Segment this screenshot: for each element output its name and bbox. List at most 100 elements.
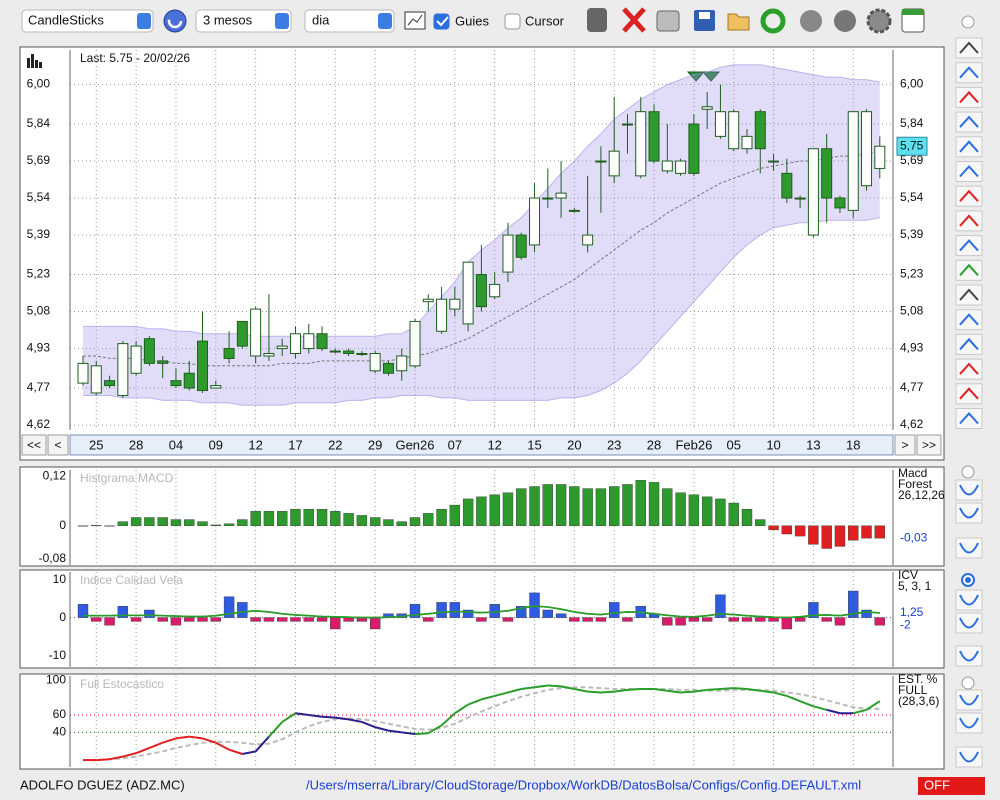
settings-icon[interactable] <box>866 8 892 34</box>
nav-prev-button[interactable] <box>47 434 69 456</box>
interval-select[interactable] <box>304 9 395 33</box>
cursor-checkbox[interactable] <box>504 13 521 30</box>
tool-button[interactable] <box>955 62 983 84</box>
bar <box>808 525 819 545</box>
printer-icon[interactable] <box>656 10 680 32</box>
tool-button[interactable] <box>955 502 983 524</box>
nav-first-button[interactable] <box>21 434 47 456</box>
tool-button[interactable] <box>955 185 983 207</box>
help-button[interactable] <box>163 9 187 33</box>
bar <box>130 517 142 526</box>
bar <box>728 502 739 526</box>
tool-button[interactable] <box>955 86 983 108</box>
line-segment <box>481 694 495 701</box>
line-segment <box>521 686 535 690</box>
bar <box>701 617 713 622</box>
line-segment <box>733 687 748 690</box>
tool-button[interactable] <box>955 309 983 331</box>
bar <box>237 602 248 618</box>
y-tick-label-right: 5,54 <box>900 190 924 204</box>
candle-body <box>648 111 660 162</box>
line-segment <box>202 737 217 744</box>
refresh-icon[interactable] <box>760 8 786 34</box>
bar <box>622 484 633 526</box>
euro-icon[interactable] <box>834 10 856 32</box>
tool-button[interactable] <box>955 383 983 405</box>
radio-stochastic[interactable] <box>961 676 975 690</box>
y-tick-label-right: 5,39 <box>900 227 924 241</box>
tool-button[interactable] <box>955 37 983 59</box>
chart-type-select[interactable] <box>21 9 154 33</box>
candle-body <box>236 320 248 347</box>
bar <box>569 617 580 622</box>
state-box[interactable] <box>918 777 985 795</box>
bar <box>462 498 474 526</box>
bar <box>263 511 275 526</box>
tool-button[interactable] <box>955 537 983 559</box>
candle-body <box>90 365 102 394</box>
nav-last-button[interactable] <box>916 434 942 456</box>
line-segment <box>295 712 309 716</box>
x-tick-label: 22 <box>328 437 342 452</box>
y-tick-label: 5,84 <box>27 116 51 130</box>
line-segment <box>865 700 881 711</box>
bar <box>210 617 222 622</box>
tool-button[interactable] <box>955 358 983 380</box>
folder-icon[interactable] <box>727 13 750 31</box>
candle-body <box>157 360 169 364</box>
nav-next-button[interactable] <box>894 434 916 456</box>
bar <box>609 602 620 618</box>
tool-button[interactable] <box>955 333 983 355</box>
candle-body <box>409 320 421 367</box>
bar <box>582 617 593 622</box>
bar <box>489 494 500 526</box>
candle-body <box>714 111 726 137</box>
toolbar: CandleSticks 3 mesos dia Guies Cursor <box>21 7 925 34</box>
bar <box>728 617 739 622</box>
bar <box>91 525 102 527</box>
tool-button[interactable] <box>955 408 983 429</box>
bar <box>250 511 261 526</box>
line-segment <box>653 688 668 692</box>
bar <box>263 617 275 622</box>
tool-button[interactable] <box>955 111 983 133</box>
trash-icon[interactable] <box>587 8 607 32</box>
tool-glyph <box>959 542 979 554</box>
dollar-icon[interactable] <box>800 10 822 32</box>
tool-button[interactable] <box>955 746 983 768</box>
delete-icon[interactable] <box>622 7 646 33</box>
tool-button[interactable] <box>955 259 983 281</box>
bar <box>210 524 222 526</box>
x-tick-label: 07 <box>448 437 462 452</box>
guides-checkbox[interactable] <box>433 13 450 30</box>
tool-button[interactable] <box>955 589 983 611</box>
y-tick-label-right: 4,77 <box>900 380 924 394</box>
candle-body <box>210 385 222 389</box>
config-path[interactable]: /Users/mserra/Library/CloudStorage/Dropb… <box>306 777 861 792</box>
bar <box>542 609 553 618</box>
candle-body <box>289 333 301 355</box>
candle-body <box>608 150 620 177</box>
tool-button[interactable] <box>955 210 983 232</box>
candle-body <box>661 160 673 172</box>
tool-button[interactable] <box>955 161 983 182</box>
candle-body <box>489 283 501 298</box>
tool-button[interactable] <box>955 612 983 634</box>
tool-button[interactable] <box>955 479 983 501</box>
tool-glyph <box>959 263 979 276</box>
tool-button[interactable] <box>955 689 983 711</box>
tool-button[interactable] <box>955 136 983 158</box>
tool-button[interactable] <box>955 235 983 257</box>
tool-glyph <box>959 387 979 400</box>
bar <box>104 525 115 527</box>
tool-button[interactable] <box>955 712 983 734</box>
radio-macd[interactable] <box>961 465 975 479</box>
candle-body <box>396 355 408 372</box>
radio-main[interactable] <box>961 15 975 29</box>
period-select[interactable] <box>195 9 292 33</box>
tool-button[interactable] <box>955 645 983 667</box>
tool-button[interactable] <box>955 284 983 306</box>
line-segment <box>693 688 708 693</box>
volume-icon-bar <box>35 60 38 68</box>
